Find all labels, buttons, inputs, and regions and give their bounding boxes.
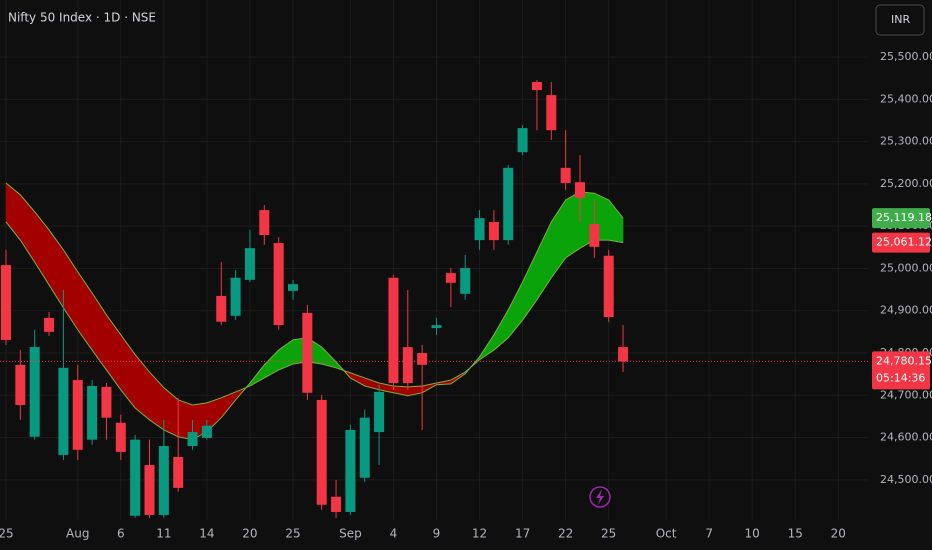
x-tick-label: 25 <box>285 527 300 541</box>
y-tick-label: 24,700.00 <box>880 388 932 401</box>
candle-body <box>517 128 528 153</box>
candle-body <box>173 457 184 488</box>
candle-body <box>331 496 342 512</box>
candle-body <box>345 429 356 512</box>
alert-icon[interactable] <box>589 486 611 508</box>
x-tick-label: Sep <box>339 527 362 541</box>
candle-body <box>603 255 614 318</box>
candle-body <box>72 380 83 450</box>
candle-body <box>288 284 298 291</box>
candle-body <box>431 325 442 329</box>
candle-body <box>115 422 126 452</box>
y-tick-label: 24,900.00 <box>880 304 932 317</box>
x-tick-label: 14 <box>199 527 214 541</box>
x-tick-label: 7 <box>705 527 713 541</box>
candle-body <box>201 425 212 438</box>
x-tick-label: 11 <box>156 527 171 541</box>
y-tick-label: 25,500.00 <box>880 50 932 63</box>
candle-body <box>460 268 471 294</box>
candles <box>1 79 629 518</box>
x-tick-label: 4 <box>390 527 398 541</box>
alert-icon-ring[interactable] <box>589 486 611 508</box>
currency-button[interactable] <box>875 4 925 36</box>
candle-body <box>87 385 98 440</box>
alert-icon-bolt[interactable] <box>596 489 604 505</box>
candle-body <box>417 353 428 365</box>
x-tick-label: 25 <box>601 527 616 541</box>
price-label-box <box>872 351 930 390</box>
candle-body <box>101 386 112 418</box>
ma-bands <box>5 182 624 441</box>
x-tick-label: 20 <box>831 527 846 541</box>
candle-body <box>273 243 284 326</box>
x-tick-label: 15 <box>788 527 803 541</box>
price-label-box <box>872 208 930 229</box>
candle-body <box>44 317 55 332</box>
x-tick-label: 6 <box>117 527 125 541</box>
candle-body <box>15 364 26 406</box>
candle-body <box>316 399 327 505</box>
x-tick-label: Oct <box>656 527 677 541</box>
chart-title: Nifty 50 Index · 1D · NSE <box>8 11 156 25</box>
candle-body <box>445 273 456 283</box>
labels: 25,119.18 25,061.12 24,780.15 05:14:36 <box>0 208 932 390</box>
candle-body <box>388 277 399 384</box>
candle-body <box>503 167 514 241</box>
candle-body <box>302 312 313 393</box>
candle-body <box>589 224 600 247</box>
price-label-box <box>872 232 930 253</box>
y-tick-label: 24,500.00 <box>880 473 932 486</box>
x-tick-label: 10 <box>745 527 760 541</box>
candle-body <box>187 432 198 447</box>
candle-body <box>402 347 413 384</box>
candle-body <box>618 347 629 362</box>
x-tick-label: 12 <box>472 527 487 541</box>
candle-body <box>374 391 385 433</box>
candle-body <box>560 167 571 184</box>
candle-body <box>546 95 557 131</box>
candle-body <box>144 465 155 515</box>
candle-body <box>158 446 169 515</box>
currency-label[interactable]: INR <box>891 13 910 26</box>
x-tick-label: 17 <box>515 527 530 541</box>
ma-line <box>5 182 624 406</box>
price-label: 25,119.18 <box>876 211 932 224</box>
candle-body <box>488 221 499 241</box>
ma-line <box>5 191 624 441</box>
candle-body <box>58 367 69 455</box>
x-tick-label: 20 <box>242 527 257 541</box>
y-tick-label: 25,300.00 <box>880 135 932 148</box>
price-label: 24,780.15 <box>876 354 932 367</box>
candle-body <box>230 277 241 316</box>
candle-body <box>575 182 585 198</box>
y-tick-label: 24,600.00 <box>880 431 932 444</box>
candle-body <box>259 210 270 236</box>
x-tick-label: 25 <box>0 527 14 541</box>
candle-body <box>1 265 11 340</box>
candle-body <box>216 295 227 322</box>
candle-body <box>359 417 370 478</box>
candle-body <box>531 82 542 91</box>
band-fill <box>565 191 581 259</box>
y-tick-label: 25,000.00 <box>880 261 932 274</box>
candle-body <box>474 218 485 241</box>
candle-body <box>29 347 40 437</box>
x-tick-label: Aug <box>66 527 89 541</box>
candle-body <box>244 248 255 280</box>
y-tick-label: 25,400.00 <box>880 92 932 105</box>
countdown: 05:14:36 <box>876 371 925 384</box>
y-tick-label: 25,200.00 <box>880 177 932 190</box>
price-label: 25,061.12 <box>876 236 932 249</box>
x-tick-label: 22 <box>558 527 573 541</box>
x-tick-label: 9 <box>433 527 441 541</box>
candle-body <box>130 439 141 516</box>
